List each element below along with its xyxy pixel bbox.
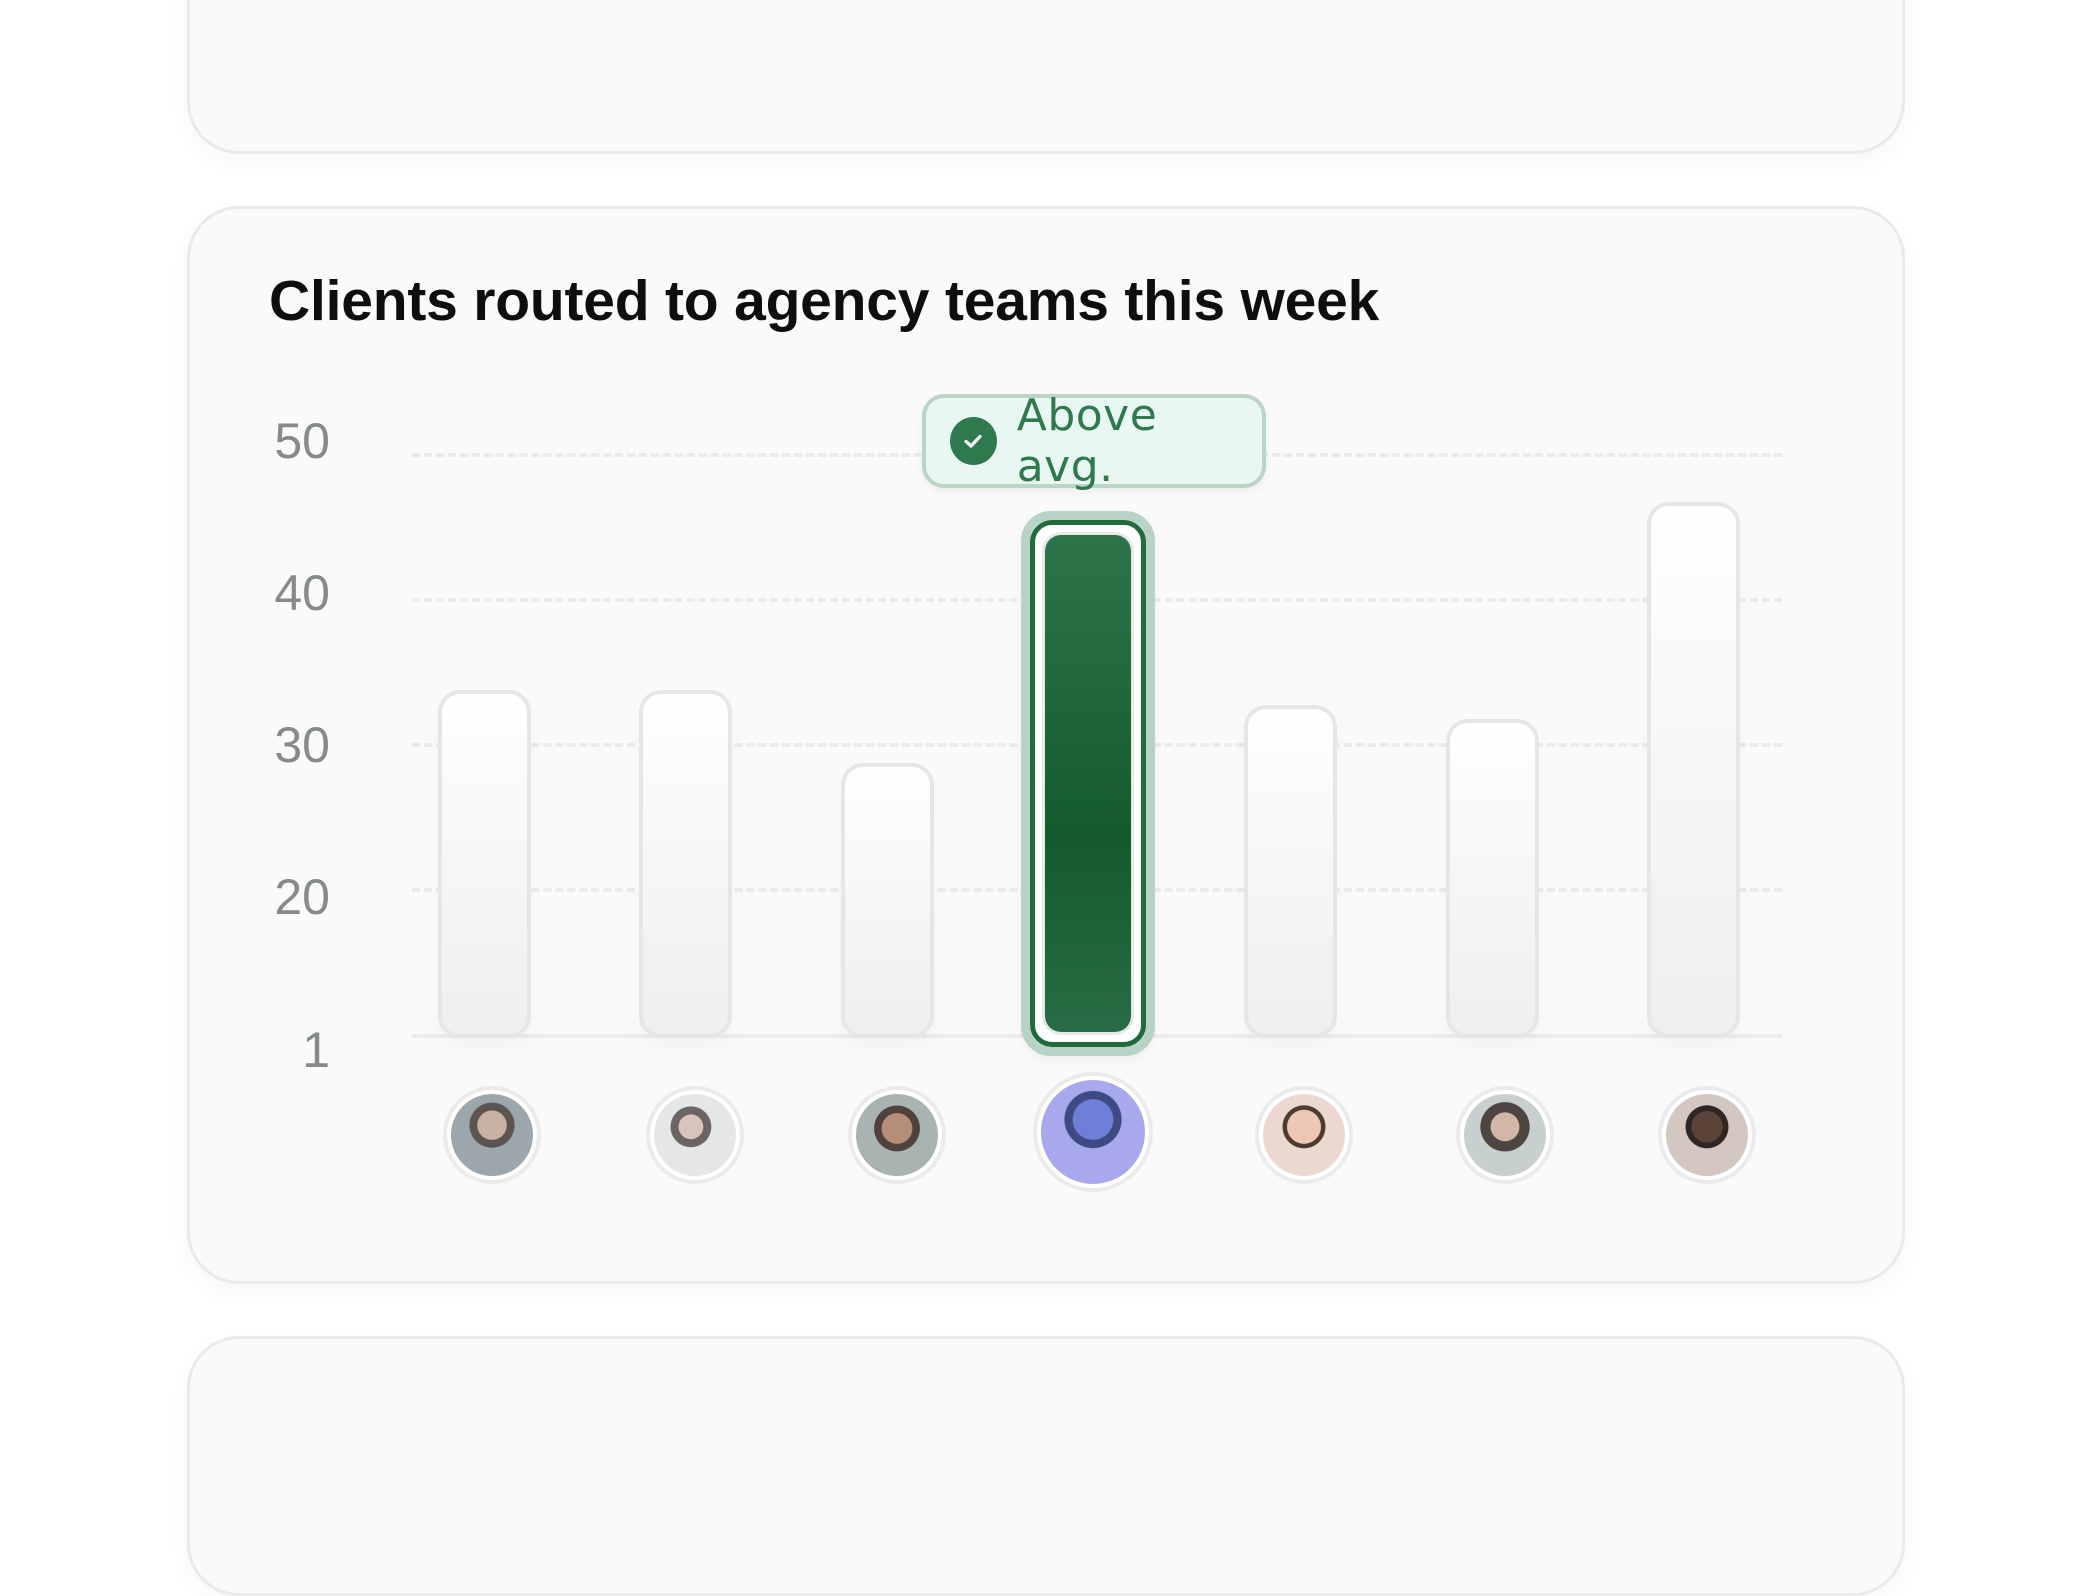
avatar[interactable]: [848, 1086, 946, 1184]
avatar-photo: [1464, 1094, 1546, 1176]
y-tick-label: 1: [302, 1022, 330, 1078]
chart-title: Clients routed to agency teams this week: [269, 269, 1380, 333]
card-top: [187, 0, 1905, 154]
card-bottom: [187, 1336, 1905, 1596]
avatar-photo: [1263, 1094, 1345, 1176]
bar[interactable]: [639, 690, 732, 1038]
avatar[interactable]: [1658, 1086, 1756, 1184]
avatar[interactable]: [1033, 1072, 1153, 1192]
avatar-photo: [856, 1094, 938, 1176]
bar[interactable]: [841, 762, 934, 1038]
bar[interactable]: [1647, 501, 1740, 1038]
avatar-photo: [1666, 1094, 1748, 1176]
bar[interactable]: [438, 690, 531, 1038]
bar[interactable]: [1244, 704, 1337, 1038]
avatar-photo: [1041, 1080, 1145, 1184]
avatar[interactable]: [646, 1086, 744, 1184]
bar[interactable]: [1446, 719, 1539, 1038]
bar-highlighted[interactable]: [1021, 510, 1155, 1056]
avatar[interactable]: [443, 1086, 541, 1184]
y-tick-label: 30: [274, 717, 330, 773]
avatar[interactable]: [1456, 1086, 1554, 1184]
avatar[interactable]: [1255, 1086, 1353, 1184]
avatar-photo: [451, 1094, 533, 1176]
y-tick-label: 40: [274, 565, 330, 621]
badge-label: Above avg.: [1016, 390, 1158, 492]
check-circle-icon: [950, 417, 997, 465]
y-tick-label: 20: [274, 869, 330, 925]
bar-fill: [1045, 534, 1131, 1032]
bar-outline: [1030, 519, 1146, 1047]
avatar-photo: [654, 1094, 736, 1176]
y-tick-label: 50: [274, 413, 330, 469]
above-average-badge: Above avg.: [922, 390, 1266, 492]
